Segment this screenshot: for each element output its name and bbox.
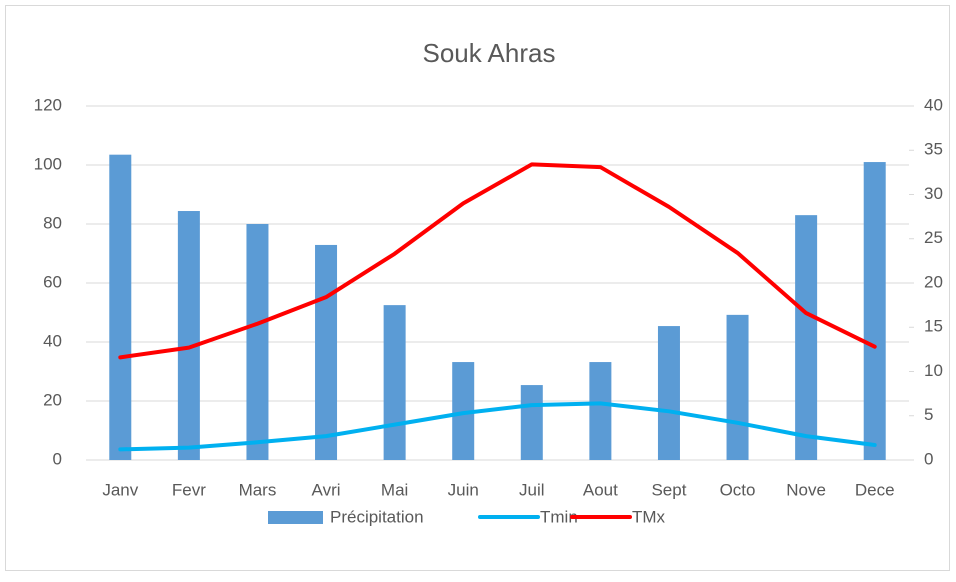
x-tick-label: Nove [786, 480, 826, 499]
y-tick-label: 100 [34, 154, 62, 173]
y-tick-label: 20 [43, 390, 62, 409]
y-tick-label: 60 [43, 272, 62, 291]
legend-label: Tmin [540, 507, 578, 526]
bar [726, 314, 749, 460]
x-tick-label: Juin [448, 480, 479, 499]
y2-tick-label: 5 [924, 405, 933, 424]
y-tick-label: 80 [43, 213, 62, 232]
y-tick-label: 40 [43, 331, 62, 350]
y2-tick-label: 25 [924, 228, 943, 247]
y2-tick-label: 30 [924, 184, 943, 203]
bar [452, 362, 475, 460]
y2-tick-label: 15 [924, 317, 943, 336]
bar [520, 385, 543, 460]
legend-label: TMx [632, 507, 666, 526]
legend-swatch [268, 511, 323, 524]
x-tick-label: Mai [381, 480, 408, 499]
chart-title: Souk Ahras [423, 38, 556, 68]
chart-border [5, 5, 950, 571]
y-tick-label: 120 [34, 95, 62, 114]
x-tick-label: Sept [651, 480, 686, 499]
bar [657, 326, 680, 460]
bar [177, 211, 200, 460]
bar [795, 215, 818, 460]
x-tick-label: Fevr [172, 480, 206, 499]
x-tick-label: Avri [312, 480, 341, 499]
x-tick-label: Janv [102, 480, 138, 499]
x-tick-label: Juil [519, 480, 545, 499]
line [118, 162, 877, 360]
x-tick-label: Mars [239, 480, 277, 499]
bar [863, 162, 886, 461]
y2-tick-label: 10 [924, 361, 943, 380]
line [118, 401, 877, 452]
x-tick-label: Octo [720, 480, 756, 499]
bar [589, 362, 612, 460]
y2-tick-label: 20 [924, 272, 943, 291]
y-tick-label: 0 [53, 449, 62, 468]
y2-tick-label: 0 [924, 449, 933, 468]
bar [246, 224, 269, 460]
y2-tick-label: 35 [924, 140, 943, 159]
x-tick-label: Dece [855, 480, 895, 499]
bar [109, 154, 132, 461]
bar [315, 244, 338, 460]
legend-label: Précipitation [330, 507, 424, 526]
y2-tick-label: 40 [924, 95, 943, 114]
bar [383, 305, 406, 460]
x-tick-label: Aout [583, 480, 618, 499]
